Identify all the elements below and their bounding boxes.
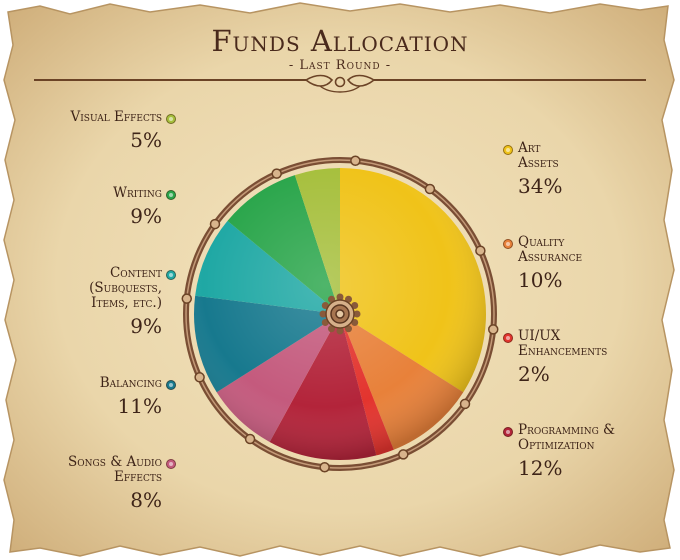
- legend-value-visual-effects: 5%: [130, 128, 162, 152]
- legend-label-art-assets: Art Assets: [518, 140, 559, 171]
- legend-dot-ui-ux: [503, 333, 513, 343]
- chart-subtitle: - Last Round -: [288, 58, 392, 73]
- legend-item-content: Content (Subquests, Items, etc.) 9%: [89, 265, 162, 339]
- medallion-ring: [335, 309, 345, 319]
- legend-value-art-assets: 34%: [518, 174, 563, 198]
- legend-item-art-assets: Art Assets 34%: [518, 140, 563, 199]
- legend-dot-content: [166, 270, 176, 280]
- legend-dot-songs-audio: [166, 459, 176, 469]
- legend-value-quality-assurance: 10%: [518, 268, 563, 292]
- legend-dot-art-assets: [503, 145, 513, 155]
- legend-value-songs-audio: 8%: [130, 488, 162, 512]
- ring-rivet: [181, 293, 193, 304]
- ring-rivet: [194, 372, 205, 383]
- legend-item-visual-effects: Visual Effects 5%: [70, 109, 162, 153]
- legend-item-quality-assurance: Quality Assurance 10%: [518, 234, 583, 293]
- legend-dot-quality-assurance: [503, 239, 513, 249]
- medallion-spike: [336, 327, 344, 335]
- legend-label-quality-assurance: Quality Assurance: [518, 234, 583, 265]
- legend-label-songs-audio: Songs & Audio Effects: [68, 454, 162, 485]
- legend-dot-balancing: [166, 380, 176, 390]
- ring-rivet: [271, 168, 282, 179]
- legend-dot-programming: [503, 427, 513, 437]
- ring-rivet: [424, 183, 436, 195]
- medallion-spike: [319, 310, 327, 318]
- legend-value-ui-ux: 2%: [518, 362, 550, 386]
- legend-item-songs-audio: Songs & Audio Effects 8%: [68, 454, 162, 513]
- ring-rivet: [475, 245, 486, 256]
- legend-item-writing: Writing 9%: [113, 185, 162, 229]
- legend-dot-visual-effects: [166, 114, 176, 124]
- legend-label-content: Content (Subquests, Items, etc.): [89, 265, 162, 311]
- legend-value-balancing: 11%: [117, 394, 162, 418]
- legend-label-visual-effects: Visual Effects: [70, 109, 162, 125]
- legend-label-ui-ux: UI/UX Enhancements: [518, 328, 608, 359]
- legend-item-balancing: Balancing 11%: [99, 375, 162, 419]
- ring-rivet: [487, 324, 499, 335]
- center-medallion: [319, 293, 361, 335]
- legend-value-content: 9%: [130, 314, 162, 338]
- ring-rivet: [209, 218, 221, 230]
- pie-outer-ring-highlight: [185, 159, 495, 469]
- legend-item-programming: Programming & Optimization 12%: [518, 422, 616, 481]
- ring-rivet: [319, 461, 330, 473]
- legend-label-programming: Programming & Optimization: [518, 422, 616, 453]
- legend-label-writing: Writing: [113, 185, 162, 201]
- chart-title: Funds Allocation: [211, 24, 469, 58]
- medallion-spike: [353, 310, 361, 318]
- medallion-spike: [336, 293, 344, 301]
- title-divider: [34, 74, 646, 93]
- legend-value-writing: 9%: [130, 204, 162, 228]
- legend-dot-writing: [166, 190, 176, 200]
- pie-chart: [181, 155, 499, 473]
- ring-rivet: [398, 449, 409, 460]
- ring-rivet: [350, 155, 361, 167]
- legend-value-programming: 12%: [518, 456, 563, 480]
- legend-label-balancing: Balancing: [99, 375, 162, 391]
- ring-rivet: [244, 433, 256, 445]
- legend-item-ui-ux: UI/UX Enhancements 2%: [518, 328, 608, 387]
- ring-rivet: [459, 398, 471, 410]
